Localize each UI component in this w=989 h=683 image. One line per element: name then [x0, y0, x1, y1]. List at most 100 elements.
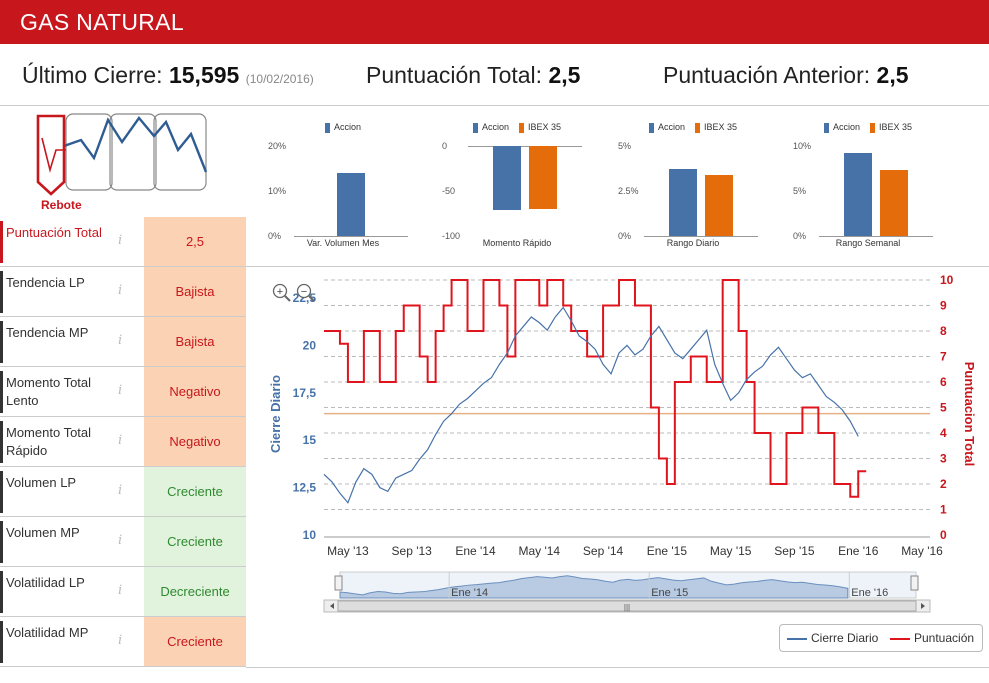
- total-score-label: Puntuación Total:: [366, 62, 543, 88]
- legend-swatch: [869, 122, 875, 133]
- navigator-scrollbar[interactable]: |||: [323, 599, 931, 613]
- right-tick-label: 1: [940, 503, 947, 517]
- x-tick-label: Sep '13: [392, 544, 433, 558]
- mini-axis: [294, 236, 408, 237]
- mini-legend-item: IBEX 35: [694, 122, 738, 133]
- mini-tick-label: 5%: [793, 186, 807, 196]
- x-tick-label: May '15: [710, 544, 752, 558]
- legend-text: Accion: [657, 122, 685, 132]
- range-navigator[interactable]: Ene '14 Ene '15 Ene '16: [334, 571, 919, 599]
- mini-bar: [493, 146, 521, 210]
- right-tick-label: 9: [940, 299, 947, 313]
- indicator-row: Volatilidad LP i Decreciente: [0, 567, 246, 617]
- summary-bar: Último Cierre: 15,595 (10/02/2016) Puntu…: [0, 44, 989, 106]
- mini-tick-label: -100: [442, 231, 461, 241]
- indicator-label: Volumen MP: [6, 525, 80, 540]
- info-icon[interactable]: i: [118, 583, 123, 598]
- indicator-value: 2,5: [144, 217, 246, 266]
- zoom-in-icon: +: [277, 286, 283, 298]
- right-tick-label: 10: [940, 273, 954, 287]
- zoom-in-button[interactable]: +: [272, 283, 291, 302]
- indicator-row: Tendencia MP i Bajista: [0, 317, 246, 367]
- x-tick-label: Sep '14: [583, 544, 624, 558]
- close-series-line: [323, 306, 859, 504]
- indicator-row: Momento Total Rápido i Negativo: [0, 417, 246, 467]
- left-tick-label: 10: [303, 528, 317, 542]
- mini-legend: Accion: [268, 122, 418, 133]
- info-icon[interactable]: i: [118, 483, 123, 498]
- prev-score-value: 2,5: [876, 62, 909, 88]
- right-tick-label: 7: [940, 350, 947, 364]
- prev-score-label: Puntuación Anterior:: [663, 62, 871, 88]
- info-icon[interactable]: i: [118, 333, 123, 348]
- x-tick-label: May '13: [327, 544, 369, 558]
- indicator-value: Creciente: [144, 467, 246, 516]
- indicator-row: Puntuación Total i 2,5: [0, 217, 246, 267]
- legend-swatch: [472, 122, 478, 133]
- indicator-label: Volatilidad LP: [6, 575, 85, 590]
- left-tick-label: 20: [303, 338, 317, 352]
- legend-swatch: [648, 122, 654, 133]
- legend-text: Accion: [832, 122, 860, 132]
- scroll-right-icon[interactable]: [921, 603, 925, 609]
- right-axis-label: Puntuacion Total: [962, 362, 977, 466]
- x-tick-label: Ene '15: [647, 544, 688, 558]
- indicator-value: Bajista: [144, 317, 246, 366]
- scroll-left-icon[interactable]: [330, 603, 334, 609]
- mini-caption: Rango Diario: [666, 238, 720, 248]
- indicator-value: Creciente: [144, 617, 246, 666]
- right-tick-label: 2: [940, 477, 947, 491]
- scrollbar-thumb[interactable]: [337, 600, 917, 612]
- row-marker: [0, 521, 3, 563]
- legend-text: IBEX 35: [703, 122, 738, 132]
- navigator-handle[interactable]: [910, 575, 919, 591]
- row-marker: [0, 271, 3, 313]
- mini-tick-label: 5%: [618, 141, 632, 151]
- indicator-value: Creciente: [144, 517, 246, 566]
- right-tick-label: 8: [940, 324, 947, 338]
- mini-bar: [705, 174, 733, 236]
- left-axis-label: Cierre Diario: [268, 375, 283, 453]
- indicator-label: Momento Total Lento: [6, 375, 92, 408]
- navigator-handle[interactable]: [334, 575, 343, 591]
- mini-caption: Momento Rápido: [482, 238, 552, 248]
- info-icon[interactable]: i: [118, 633, 123, 648]
- zoom-out-button[interactable]: −: [296, 283, 315, 302]
- navigator-tick-label: Ene '16: [851, 587, 888, 599]
- chart-legend[interactable]: Cierre Diario Puntuación: [779, 624, 983, 652]
- info-icon[interactable]: i: [118, 433, 123, 448]
- zoom-out-icon: −: [301, 286, 307, 298]
- total-score-value: 2,5: [548, 62, 581, 88]
- legend-text: Accion: [481, 122, 509, 132]
- legend-swatch: [694, 122, 700, 133]
- mini-tick-label: 20%: [268, 141, 287, 151]
- indicator-label: Volatilidad MP: [6, 625, 89, 640]
- rebote-label: Rebote: [41, 198, 82, 212]
- mini-tick-label: 0: [442, 141, 448, 151]
- mini-legend: Accion IBEX 35: [618, 122, 768, 133]
- indicator-label: Volumen LP: [6, 475, 77, 490]
- legend-item-close[interactable]: Cierre Diario: [787, 631, 878, 645]
- indicator-row: Momento Total Lento i Negativo: [0, 367, 246, 417]
- x-tick-label: May '16: [901, 544, 943, 558]
- x-tick-label: Sep '15: [774, 544, 815, 558]
- mini-tick-label: 10%: [268, 186, 287, 196]
- info-icon[interactable]: i: [118, 383, 123, 398]
- info-icon[interactable]: i: [118, 283, 123, 298]
- left-tick-label: 12,5: [293, 481, 317, 495]
- mini-axis: [644, 236, 758, 237]
- x-tick-label: May '14: [518, 544, 560, 558]
- mini-legend-item: IBEX 35: [518, 122, 561, 133]
- info-icon[interactable]: i: [118, 233, 123, 248]
- navigator-series: [339, 575, 849, 599]
- mini-axis: [819, 236, 933, 237]
- last-close-label: Último Cierre:: [22, 62, 163, 88]
- rebote-logo-icon: [36, 113, 208, 196]
- mini-caption: Var. Volumen Mes: [306, 238, 380, 248]
- info-icon[interactable]: i: [118, 533, 123, 548]
- legend-item-score[interactable]: Puntuación: [890, 631, 974, 645]
- prev-score: Puntuación Anterior: 2,5: [663, 62, 909, 89]
- mini-legend-item: Accion: [823, 122, 860, 133]
- indicator-label: Tendencia MP: [6, 325, 89, 340]
